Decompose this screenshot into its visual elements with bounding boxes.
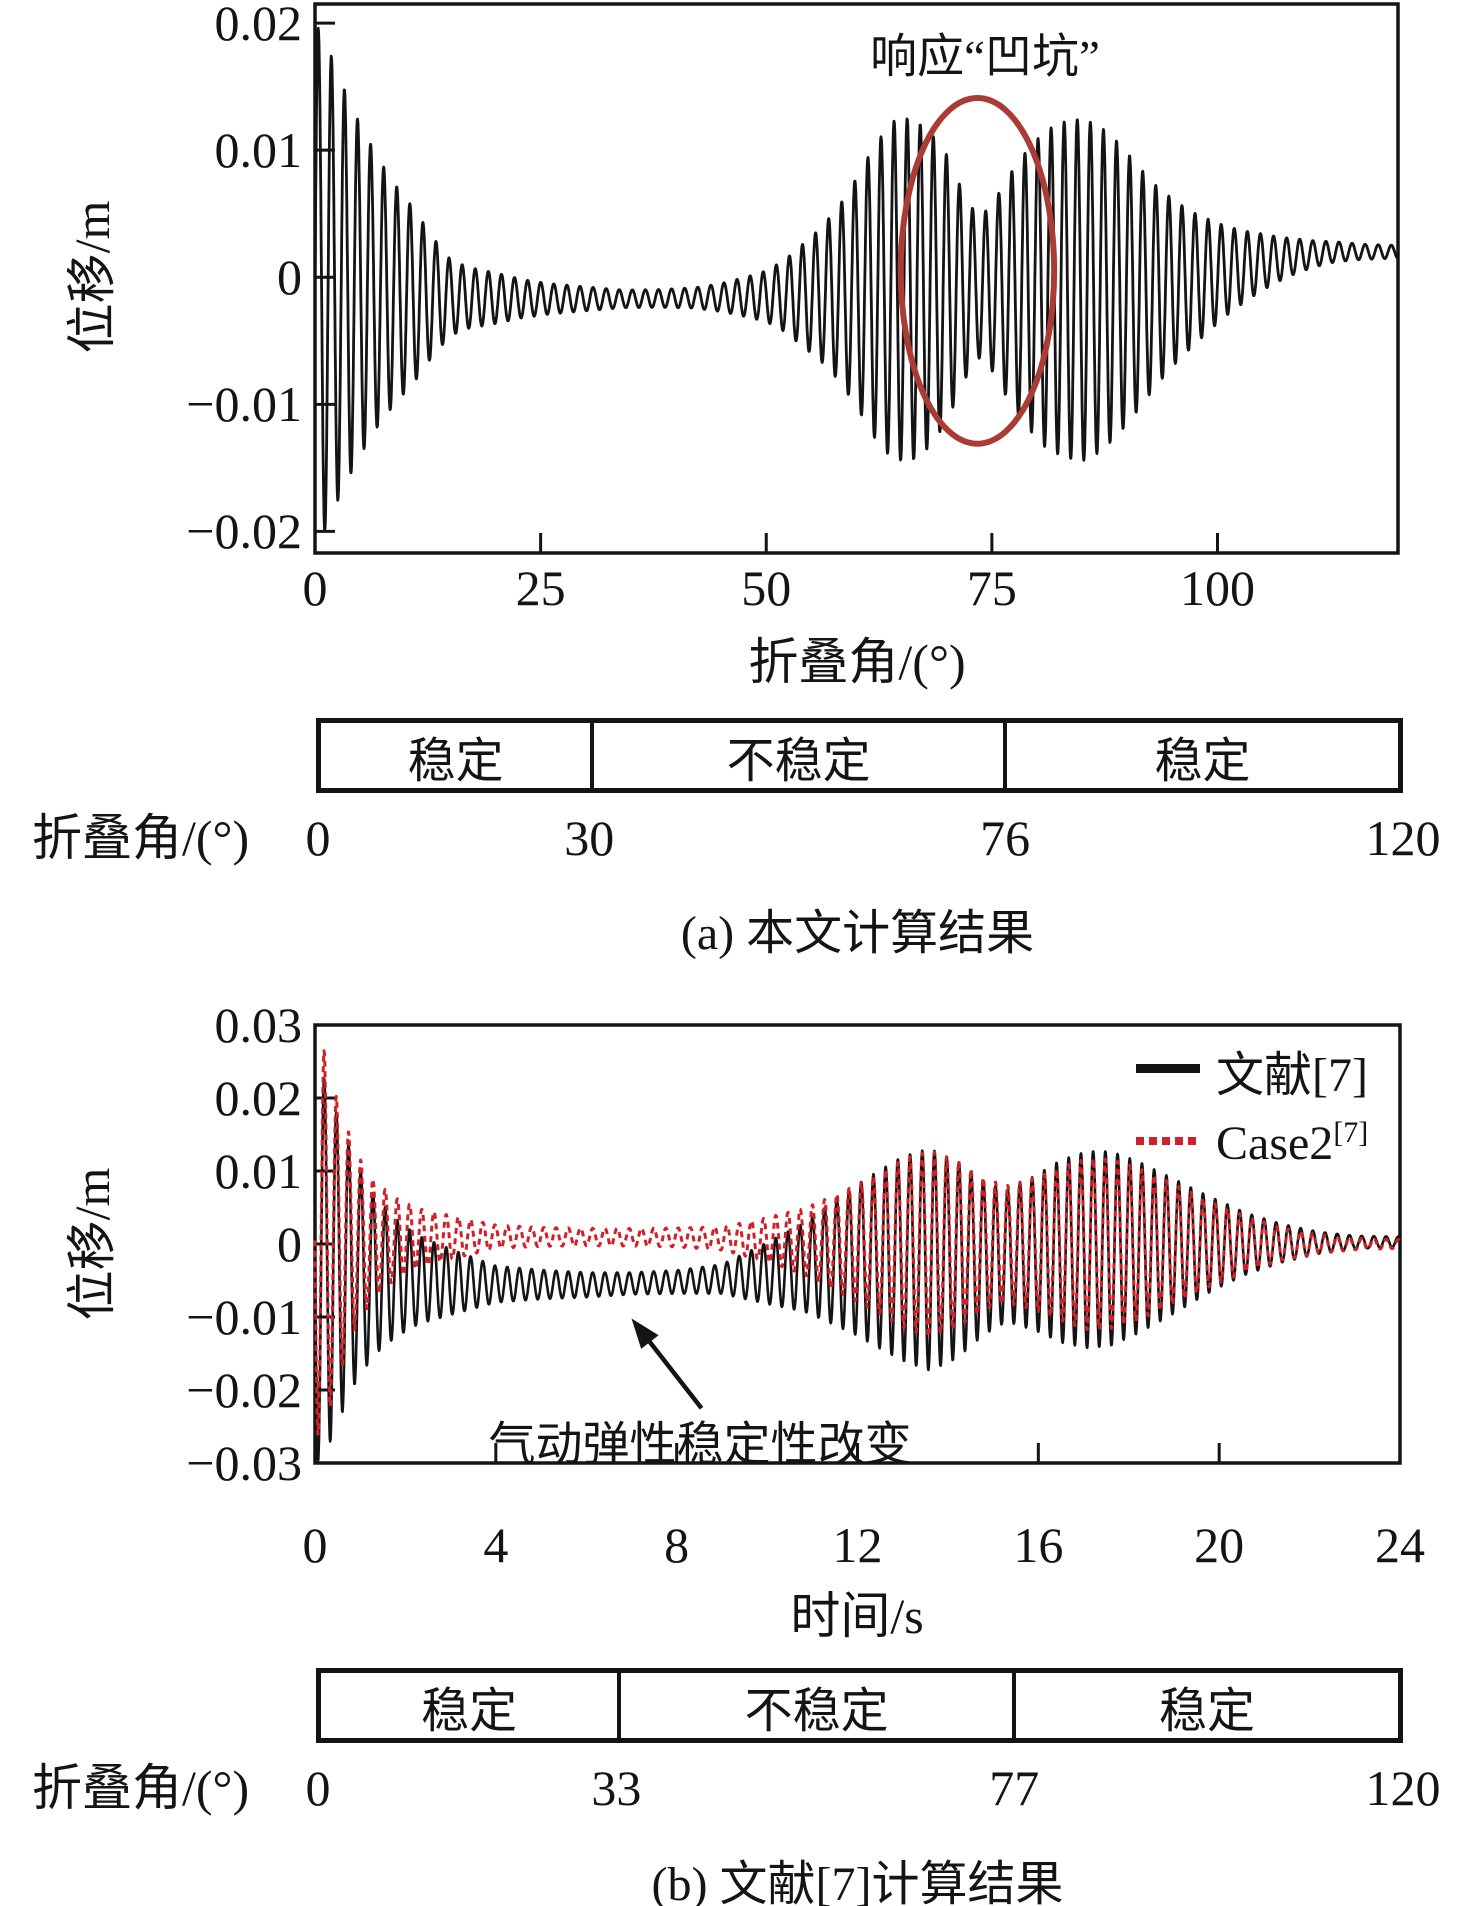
legend-entry-case2: Case2[7] bbox=[1216, 1118, 1368, 1168]
fold-angle-boundary-a-2: 76 bbox=[980, 810, 1031, 866]
legend-entry-reference7: 文献[7] bbox=[1216, 1052, 1368, 1100]
legend-line-swatch-dashed bbox=[1136, 1137, 1200, 1145]
stability-segment-a-0: 稳定 bbox=[407, 734, 504, 788]
response-pit-ellipse bbox=[897, 95, 1058, 447]
panel-a-y-tick-label: −0.02 bbox=[186, 503, 302, 560]
panel-b-caption: (b) 文献[7]计算结果 bbox=[651, 1858, 1064, 1906]
panel-b-x-tick-label: 24 bbox=[1375, 1517, 1425, 1573]
panel-a-x-tick-label: 75 bbox=[966, 560, 1017, 616]
panel-a-response-pit-annotation: 响应“凹坑” bbox=[870, 31, 1100, 84]
panel-b-series-0-curve bbox=[313, 1076, 1402, 1462]
panel-a-y-tick-label: 0 bbox=[277, 249, 302, 306]
panel-b-y-tick-label: −0.02 bbox=[186, 1362, 302, 1418]
panel-a-y-tick-label: −0.01 bbox=[186, 376, 302, 433]
panel-b-x-tick-label: 20 bbox=[1194, 1517, 1245, 1573]
panel-b-x-tick-label: 4 bbox=[483, 1517, 509, 1573]
panel-a-y-tick-label: 0.01 bbox=[214, 122, 303, 179]
stability-segment-a-1: 不稳定 bbox=[590, 723, 1003, 788]
panel-b-y-tick-label: 0.03 bbox=[214, 997, 303, 1053]
panel-b-x-axis-label: 时间/s bbox=[790, 1588, 924, 1644]
fold-angle-boundary-a-0: 0 bbox=[305, 810, 331, 866]
legend-label-reference7: 文献[7] bbox=[1216, 1049, 1368, 1102]
panel-b-fold-angle-row-label: 折叠角/(°) bbox=[32, 1760, 250, 1816]
panel-b-x-tick-label: 8 bbox=[664, 1517, 690, 1573]
panel-a-x-tick-label: 25 bbox=[515, 560, 566, 616]
panel-b-x-tick-label: 0 bbox=[302, 1517, 328, 1573]
stability-segment-b-1: 不稳定 bbox=[617, 1673, 1012, 1738]
panel-b-y-tick-label: −0.03 bbox=[186, 1435, 302, 1491]
panel-b-series-1-curve bbox=[313, 1049, 1402, 1436]
legend-label-case2-superscript: [7] bbox=[1333, 1116, 1369, 1149]
stability-segment-b-0: 稳定 bbox=[421, 1684, 518, 1738]
panel-b-y-tick-label: 0 bbox=[277, 1216, 302, 1272]
legend-line-swatch-solid bbox=[1136, 1064, 1200, 1073]
panel-a-caption: (a) 本文计算结果 bbox=[680, 907, 1035, 960]
panel-b-x-tick-label: 16 bbox=[1013, 1517, 1064, 1573]
panel-a-series-0-curve bbox=[313, 26, 1399, 533]
fold-angle-boundary-b-3: 120 bbox=[1365, 1760, 1441, 1816]
stability-segment-a-2: 稳定 bbox=[1003, 723, 1398, 788]
annotation-arrow-shaft bbox=[640, 1331, 704, 1410]
fold-angle-boundary-b-0: 0 bbox=[305, 1760, 331, 1816]
panel-a-y-tick-label: 0.02 bbox=[214, 0, 303, 52]
legend-label-case2: Case2 bbox=[1216, 1117, 1334, 1170]
panel-a-stability-bar: 稳定 不稳定 稳定 bbox=[316, 718, 1403, 793]
fold-angle-boundary-a-3: 120 bbox=[1365, 810, 1441, 866]
fold-angle-boundary-b-2: 77 bbox=[989, 1760, 1040, 1816]
panel-a-x-tick-label: 100 bbox=[1180, 560, 1255, 616]
panel-b-stability-bar: 稳定 不稳定 稳定 bbox=[316, 1668, 1403, 1743]
panel-a-x-tick-label: 0 bbox=[302, 560, 328, 616]
panel-b-y-tick-label: 0.02 bbox=[214, 1070, 303, 1126]
panel-b-x-tick-label: 12 bbox=[832, 1517, 883, 1573]
panel-b-y-tick-label: 0.01 bbox=[214, 1143, 303, 1199]
stability-segment-b-2: 稳定 bbox=[1012, 1673, 1398, 1738]
panel-a-fold-angle-row-label: 折叠角/(°) bbox=[32, 810, 250, 866]
panel-a-x-tick-label: 50 bbox=[741, 560, 792, 616]
fold-angle-boundary-a-1: 30 bbox=[564, 810, 615, 866]
panel-b-y-tick-label: −0.01 bbox=[186, 1289, 302, 1345]
annotation-arrow-head bbox=[631, 1318, 659, 1349]
panel-a-x-axis-label: 折叠角/(°) bbox=[748, 634, 966, 690]
fold-angle-boundary-b-1: 33 bbox=[591, 1760, 642, 1816]
panel-b-aeroelastic-annotation: 气动弹性稳定性改变 bbox=[488, 1419, 912, 1472]
